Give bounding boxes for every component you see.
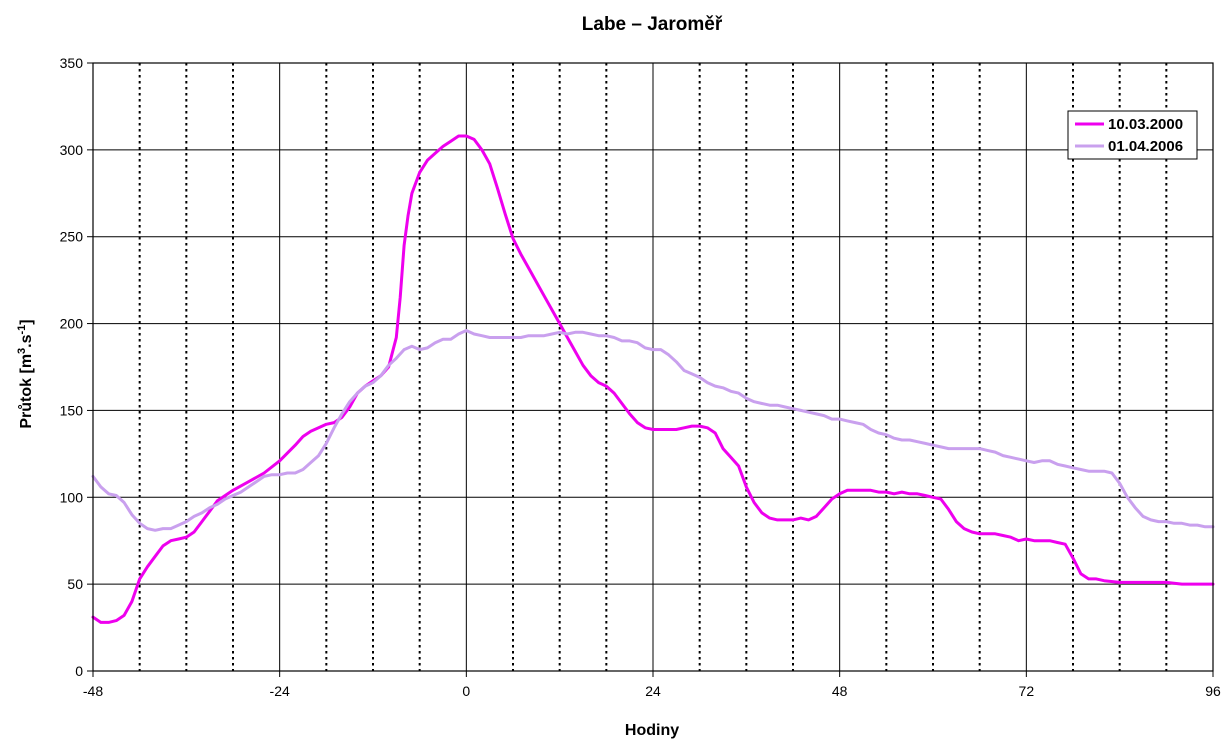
gridlines — [93, 63, 1213, 671]
x-tick-label: -48 — [83, 683, 103, 699]
x-tick-label: 96 — [1205, 683, 1221, 699]
series-group — [91, 134, 1215, 624]
x-tick-label: 48 — [832, 683, 848, 699]
y-tick-label: 0 — [75, 663, 83, 679]
legend: 10.03.2000 01.04.2006 — [1067, 110, 1198, 160]
axis-ticks: 0 50 100 150 200 250 300 350 -48 -24 0 24 48 72 96 — [60, 55, 1221, 699]
y-tick-label: 50 — [67, 576, 83, 592]
y-axis-label-end: ] — [18, 319, 35, 324]
chart-title: Labe – Jaroměř — [582, 14, 723, 35]
y-tick-label: 150 — [60, 402, 84, 418]
x-axis-label: Hodiny — [625, 722, 679, 739]
series-line-1 — [91, 134, 1215, 624]
y-tick-label: 250 — [60, 229, 84, 245]
series-line-2 — [91, 329, 1215, 532]
y-axis-label-main: Průtok [m — [18, 354, 35, 429]
y-tick-label: 100 — [60, 489, 84, 505]
legend-label-2: 01.04.2006 — [1108, 138, 1183, 155]
y-axis-label-sup-minus1: -1 — [16, 325, 28, 335]
x-tick-label: -24 — [270, 683, 290, 699]
y-tick-label: 350 — [60, 55, 84, 71]
x-tick-label: 0 — [462, 683, 470, 699]
y-axis-label: Průtok [m3.s-1] — [16, 319, 35, 428]
x-tick-label: 72 — [1019, 683, 1035, 699]
y-axis-label-mid: .s — [18, 334, 35, 347]
legend-box — [1067, 110, 1198, 160]
legend-label-1: 10.03.2000 — [1108, 116, 1183, 133]
y-tick-label: 300 — [60, 142, 84, 158]
y-tick-label: 200 — [60, 316, 84, 332]
y-axis-label-sup-3: 3 — [16, 348, 28, 354]
x-tick-label: 24 — [645, 683, 661, 699]
